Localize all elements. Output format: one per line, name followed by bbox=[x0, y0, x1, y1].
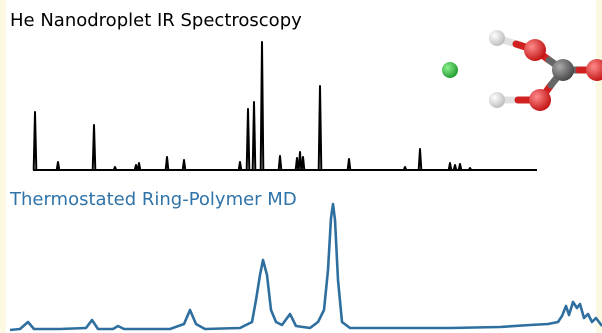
atom bbox=[442, 62, 458, 78]
atom bbox=[552, 59, 574, 81]
atom bbox=[489, 30, 505, 46]
atom bbox=[524, 39, 546, 61]
atom bbox=[489, 92, 505, 108]
bottom-title: Thermostated Ring-Polymer MD bbox=[9, 189, 297, 210]
page: He Nanodroplet IR Spectroscopy Thermosta… bbox=[0, 0, 602, 333]
peak bbox=[469, 168, 472, 170]
figure: He Nanodroplet IR Spectroscopy Thermosta… bbox=[0, 0, 602, 333]
atom bbox=[529, 89, 551, 111]
top-title: He Nanodroplet IR Spectroscopy bbox=[10, 10, 302, 31]
